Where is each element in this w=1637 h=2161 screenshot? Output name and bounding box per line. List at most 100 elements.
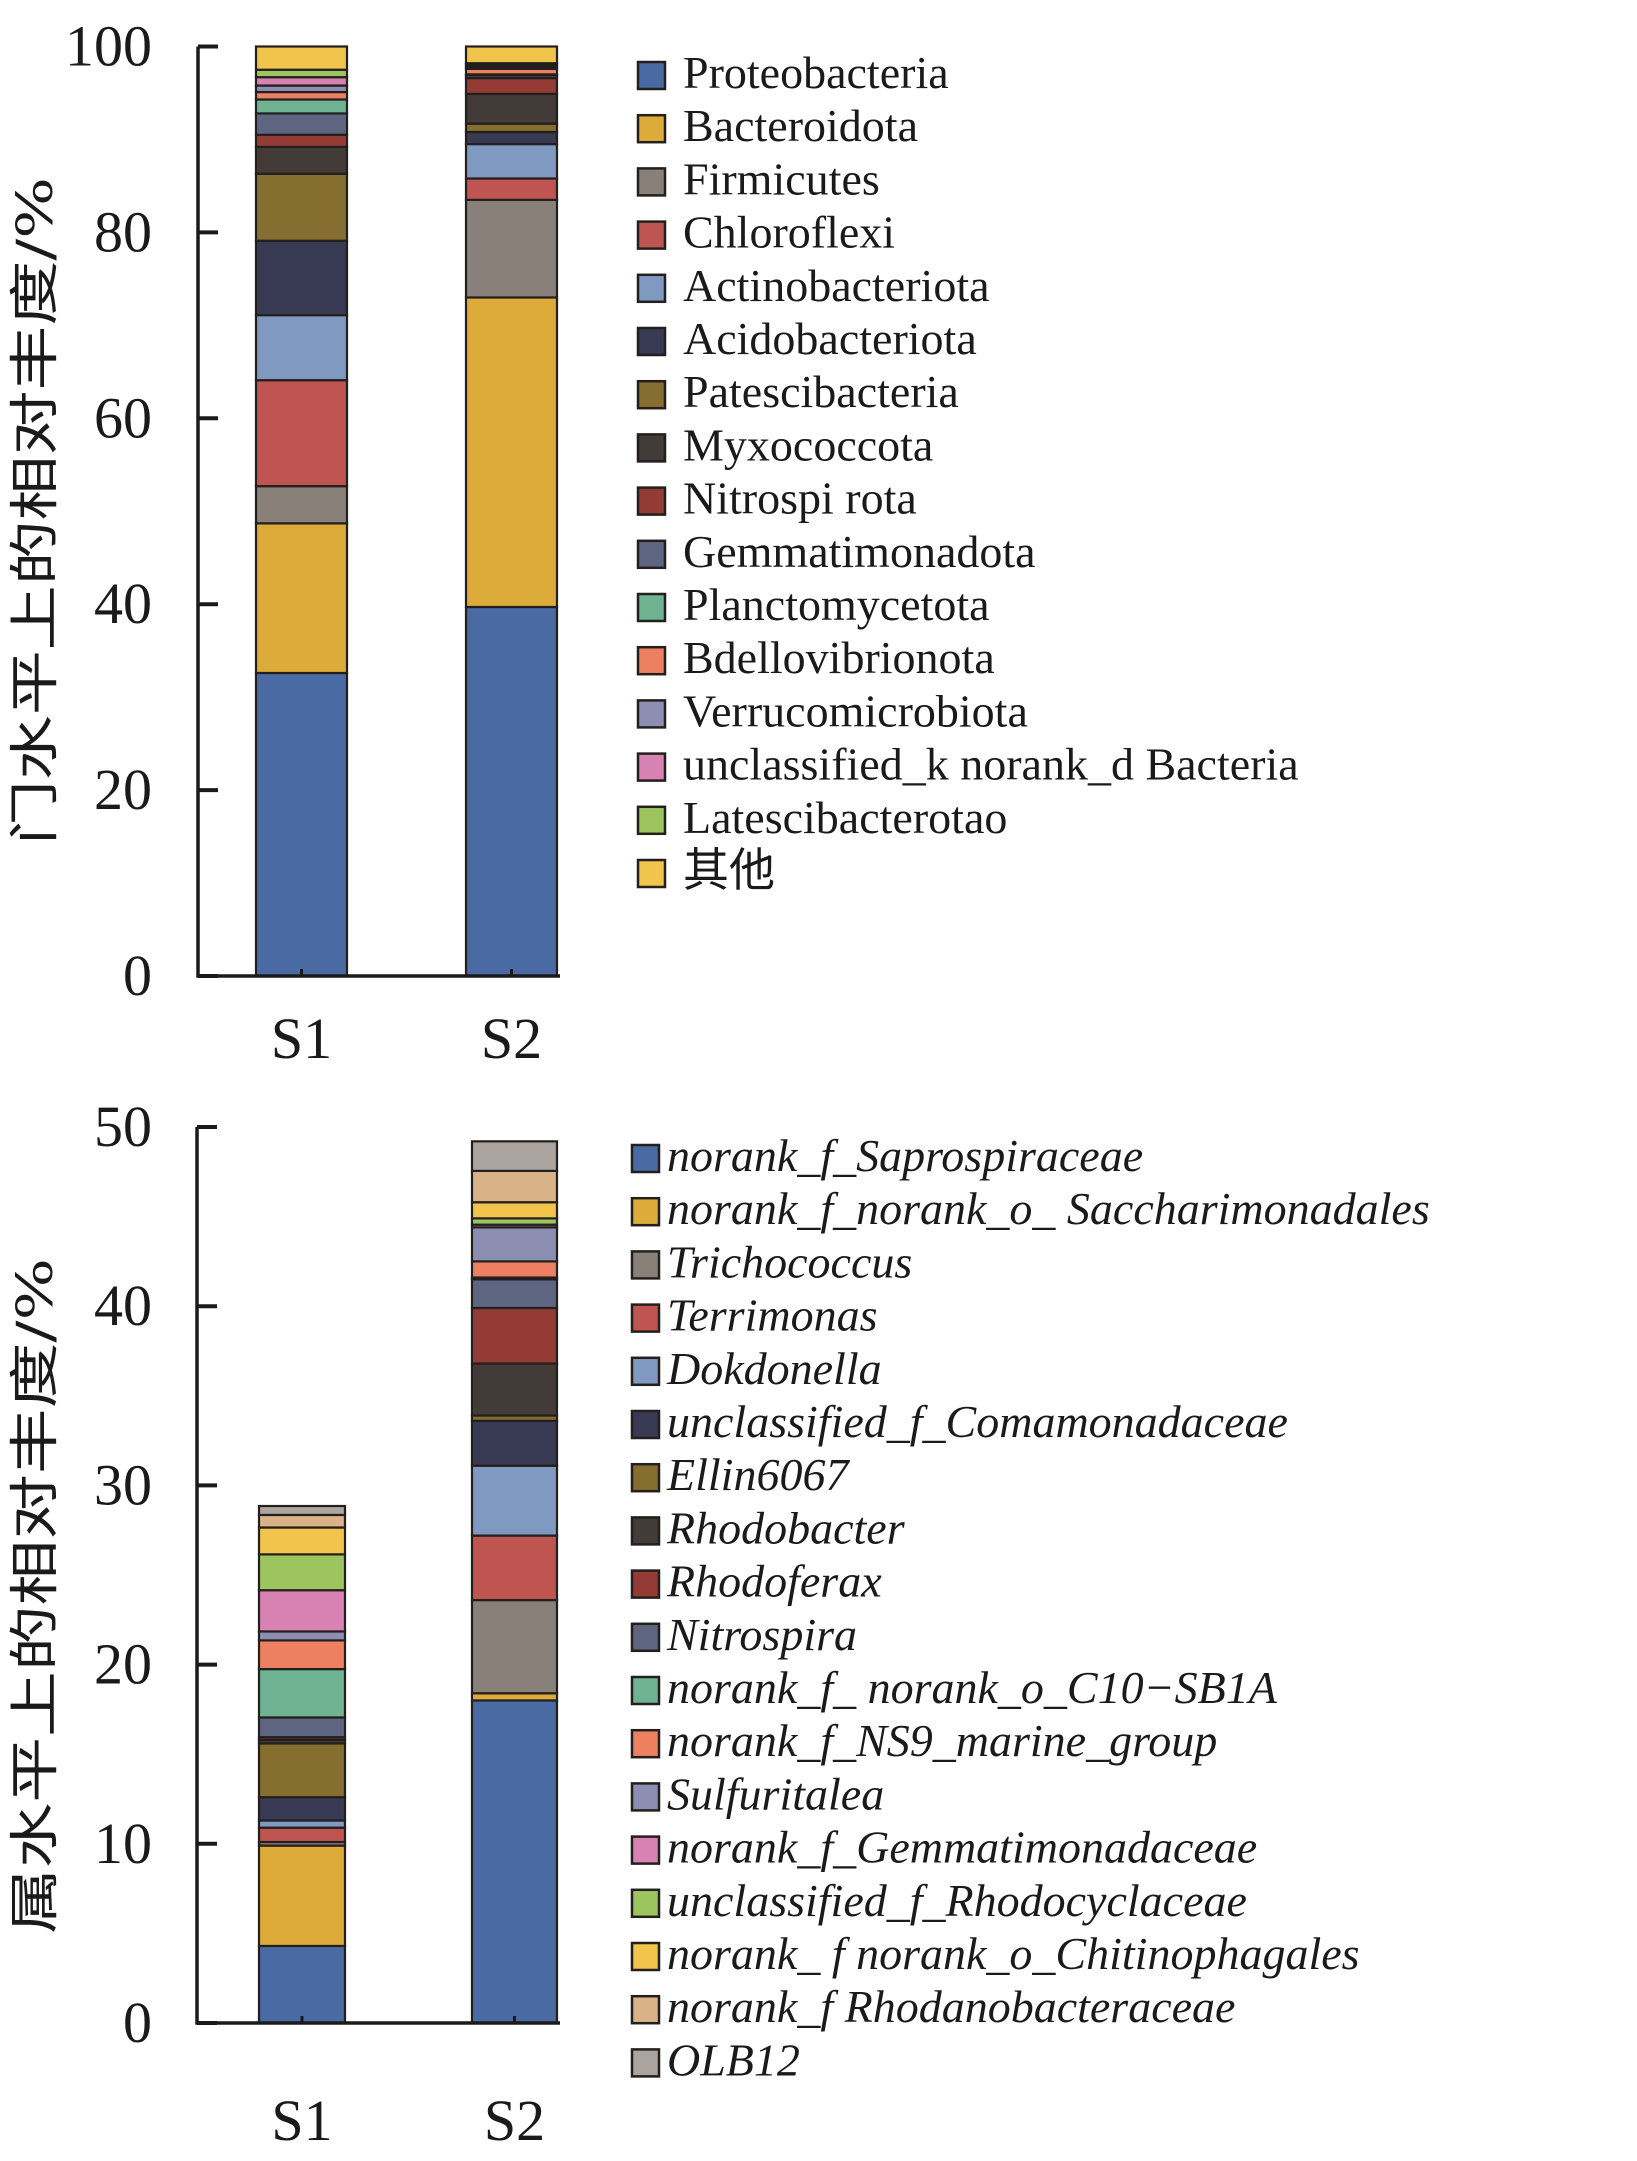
bar-segment-s1-1: [257, 1844, 347, 1948]
bar-segment-s1-3: [257, 1826, 347, 1844]
legend-label: norank_f_ norank_o_C10−SB1A: [667, 1662, 1278, 1713]
bar-segment-s2-7: [464, 92, 559, 125]
bar-segment-s1-13: [257, 1589, 347, 1633]
legend-swatch: [636, 273, 667, 304]
genus-bars: [257, 1140, 559, 2025]
legend-swatch: [636, 858, 667, 889]
legend-item: Nitrospira: [630, 1609, 857, 1660]
legend-item: Planctomycetota: [636, 579, 990, 630]
x-tick-label-s2: S2: [481, 1006, 542, 1071]
genus-y-axis-title: 属水平上的相对丰度/%: [6, 1258, 64, 1934]
y-tick-label: 40: [94, 1273, 152, 1338]
legend-swatch: [630, 1143, 661, 1174]
legend-swatch: [630, 1196, 661, 1227]
y-tick-label: 20: [94, 757, 152, 822]
bar-segment-s2-6: [464, 122, 559, 134]
legend-item: Acidobacteriota: [636, 313, 977, 364]
legend-swatch: [630, 1782, 661, 1812]
x-tick-label-s1: S1: [271, 2088, 332, 2153]
legend-swatch: [630, 1994, 661, 2025]
bar-segment-s2-15: [470, 1201, 559, 1220]
y-tick-label: 10: [94, 1811, 152, 1876]
phylum-chart: 门水平上的相对丰度/% 0 20 40 60 80 100 S1 S2 Proteobact…: [6, 14, 1299, 1072]
legend-swatch: [630, 1250, 661, 1280]
legend-item: norank_f_ norank_o_C10−SB1A: [630, 1662, 1278, 1713]
legend-item: 其他: [636, 845, 775, 896]
legend-label: Nitrospi rota: [683, 473, 917, 524]
legend-item: Trichococcus: [630, 1236, 912, 1287]
legend-item: Patescibacteria: [636, 366, 959, 417]
bar-segment-s1-15: [254, 45, 349, 71]
genus-chart: 属水平上的相对丰度/% 0 10 20 30 40 50 S1 S2 norank_f_Sa…: [6, 1094, 1430, 2153]
legend-item: Latescibacterotao: [636, 792, 1007, 843]
phylum-axes: [196, 46, 560, 978]
legend-item: unclassified_f_Rhodocyclaceae: [630, 1875, 1247, 1926]
bar-segment-s2-5: [470, 1419, 559, 1467]
bar-segment-s1-9: [257, 1716, 347, 1739]
legend-label: OLB12: [667, 2034, 800, 2085]
legend-swatch: [630, 1888, 661, 1919]
legend-item: unclassified_k norank_d Bacteria: [636, 739, 1299, 790]
y-tick-label: 30: [94, 1452, 152, 1517]
legend-item: Gemmatimonadota: [636, 526, 1036, 577]
bar-segment-s1-12: [257, 1630, 347, 1642]
phylum-bars: [254, 45, 559, 978]
legend-item: Sulfuritalea: [630, 1768, 884, 1819]
y-tick-label: 100: [65, 14, 152, 79]
bar-segment-s1-15: [257, 1526, 347, 1556]
legend-item: norank_f_NS9_marine_group: [630, 1715, 1217, 1766]
legend-label: Dokdonella: [666, 1343, 882, 1394]
legend-label: norank_f Rhodanobacteraceae: [667, 1981, 1235, 2032]
legend-swatch: [636, 60, 667, 91]
y-tick-label: 40: [94, 571, 152, 636]
legend-item: Bdellovibrionota: [636, 632, 995, 683]
legend-item: Myxococcota: [636, 419, 933, 470]
bar-segment-s1-6: [257, 1742, 347, 1799]
legend-label: Rhodobacter: [666, 1502, 906, 1553]
legend-swatch: [636, 167, 667, 197]
legend-item: Bacteroidota: [636, 100, 918, 151]
bar-segment-s1-1: [254, 522, 349, 675]
y-tick-label: 0: [123, 943, 152, 1008]
legend-label: norank_ f norank_o_Chitinophagales: [667, 1928, 1360, 1979]
bar-segment-s2-4: [470, 1464, 559, 1537]
bar-segment-s1-8: [254, 133, 349, 148]
y-tick-label: 0: [123, 1990, 152, 2055]
bar-segment-s1-6: [254, 172, 349, 242]
bar-segment-s2-1: [464, 296, 559, 609]
genus-axes: [195, 1127, 560, 2025]
legend-item: Dokdonella: [630, 1343, 882, 1394]
legend-swatch: [630, 1409, 661, 1440]
y-tick-label: 60: [94, 385, 152, 450]
legend-label: Gemmatimonadota: [683, 526, 1036, 577]
legend-item: norank_f_Saprospiraceae: [630, 1130, 1143, 1181]
bar-segment-s1-14: [257, 1553, 347, 1592]
bar-segment-s2-11: [470, 1260, 559, 1279]
legend-swatch: [636, 379, 667, 410]
legend-swatch: [630, 1622, 661, 1653]
legend-swatch: [630, 1356, 661, 1387]
bar-segment-s2-15: [464, 45, 559, 65]
bar-segment-s1-0: [257, 1944, 347, 2025]
bar-segment-s2-3: [464, 177, 559, 201]
bar-segment-s1-13: [254, 76, 349, 87]
bar-segment-s1-4: [254, 314, 349, 382]
legend-item: Chloroflexi: [636, 207, 895, 258]
legend-label: Latescibacterotao: [683, 792, 1007, 843]
bar-segment-s2-7: [470, 1362, 559, 1417]
bar-segment-s2-9: [470, 1278, 559, 1310]
legend-item: Nitrospi rota: [636, 473, 917, 524]
legend-item: OLB12: [630, 2034, 800, 2085]
legend-item: Firmicutes: [636, 153, 880, 204]
legend-label: unclassified_f_Rhodocyclaceae: [667, 1875, 1247, 1926]
bar-segment-s2-8: [464, 77, 559, 96]
legend-item: unclassified_f_Comamonadaceae: [630, 1396, 1288, 1447]
legend-label: Chloroflexi: [683, 207, 895, 258]
legend-label: Actinobacteriota: [683, 260, 990, 311]
legend-label: norank_f_norank_o_ Saccharimonadales: [667, 1183, 1430, 1234]
legend-item: Proteobacteria: [636, 47, 949, 98]
x-tick-label-s1: S1: [271, 1006, 332, 1071]
legend-swatch: [636, 752, 667, 782]
bar-segment-s2-2: [464, 198, 559, 299]
y-tick-label: 50: [94, 1094, 152, 1159]
